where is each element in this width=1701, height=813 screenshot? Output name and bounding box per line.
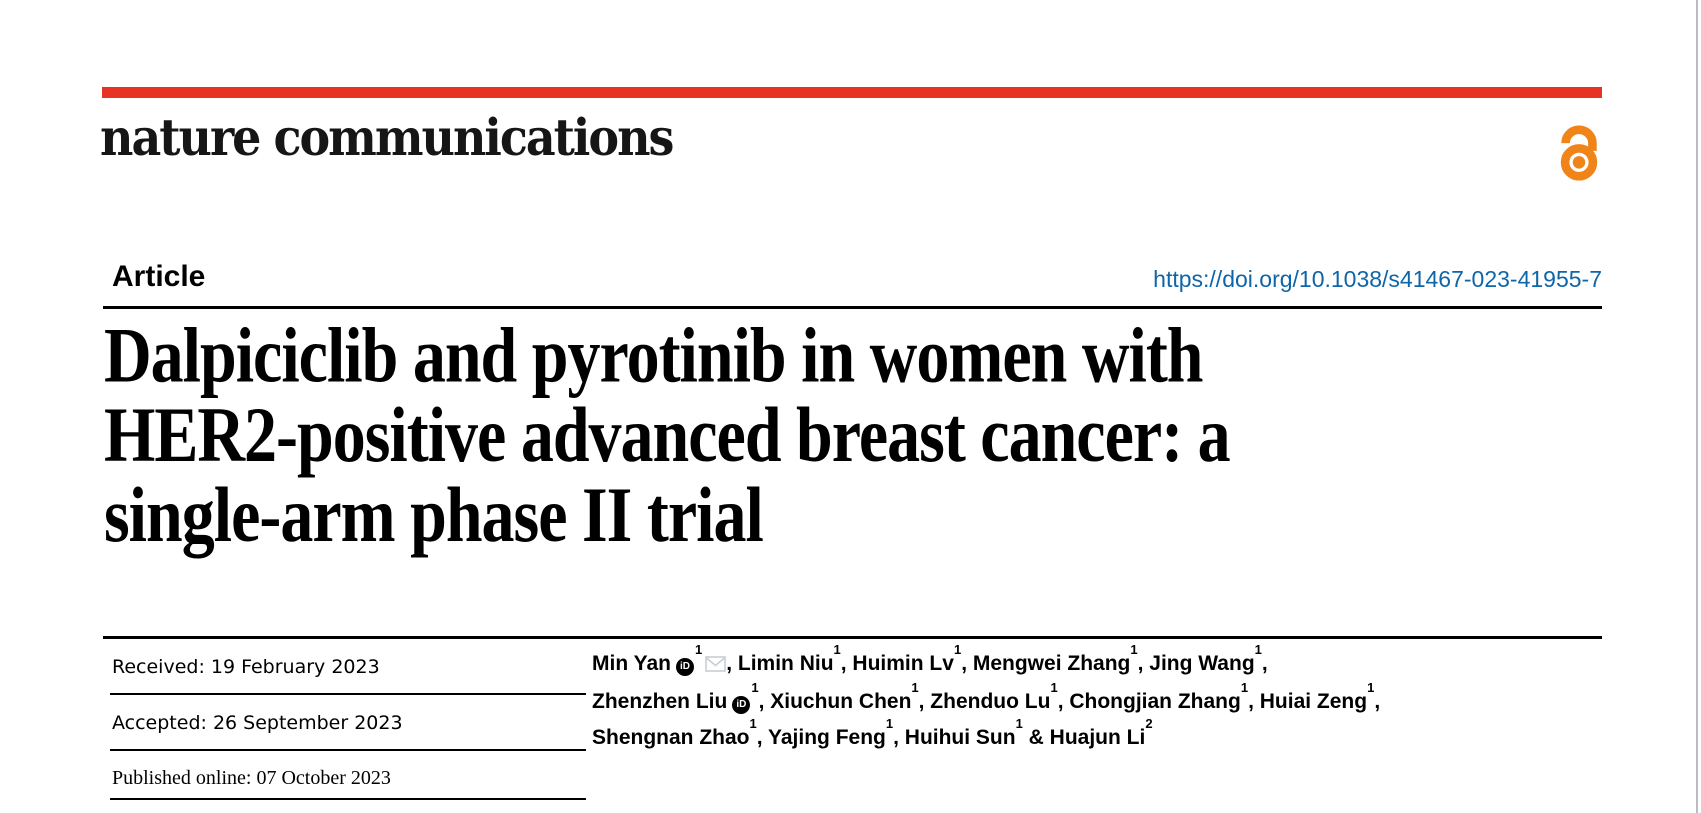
affiliation-superscript: 1 [953, 642, 962, 657]
divider-top [103, 306, 1602, 309]
accent-bar [102, 87, 1602, 98]
article-kind-label: Article [112, 260, 206, 293]
author-list: Min Yan iD1, Limin Niu1, Huimin Lv1, Meng… [592, 643, 1612, 756]
article-title-line: single-arm phase II trial [104, 471, 764, 559]
author-line: Zhenzhen Liu iD1, Xiuchun Chen1, Zhenduo … [592, 680, 1381, 714]
affiliation-superscript: 1 [1130, 642, 1138, 657]
date-accepted: Accepted: 26 September 2023 [112, 712, 403, 734]
email-icon[interactable] [705, 648, 727, 684]
open-access-icon [1556, 107, 1602, 192]
affiliation-superscript: 1 [751, 680, 759, 695]
affiliation-superscript: 1 [885, 716, 894, 731]
affiliation-superscript: 1 [1015, 716, 1023, 731]
article-title-line: HER2-positive advanced breast cancer: a [104, 392, 1231, 480]
orcid-icon[interactable]: iD [732, 696, 751, 714]
affiliation-superscript: 1 [1050, 680, 1058, 695]
page-edge-line [1696, 0, 1698, 813]
author-line: Min Yan iD1, Limin Niu1, Huimin Lv1, Meng… [592, 643, 1612, 684]
divider-main [103, 636, 1602, 639]
affiliation-superscript: 1 [1367, 680, 1375, 695]
divider-dates [110, 749, 586, 751]
affiliation-superscript: 1 [911, 680, 919, 695]
affiliation-superscript: 1 [1254, 642, 1262, 657]
journal-logo: nature communications [100, 107, 674, 168]
doi-link[interactable]: https://doi.org/10.1038/s41467-023-41955… [1153, 266, 1602, 292]
divider-dates [110, 798, 586, 800]
affiliation-superscript: 1 [833, 642, 841, 657]
affiliation-superscript: 2 [1145, 716, 1153, 731]
date-published: Published online: 07 October 2023 [112, 767, 391, 789]
orcid-icon[interactable]: iD [675, 658, 694, 676]
affiliation-superscript: 1 [1240, 680, 1249, 695]
date-received: Received: 19 February 2023 [112, 656, 380, 678]
article-title: Dalpiciclib and pyrotinib in women with … [104, 316, 1504, 555]
affiliation-superscript: 1 [749, 716, 757, 731]
divider-dates [110, 693, 586, 695]
affiliation-superscript: 1 [694, 642, 703, 657]
author-line: Shengnan Zhao1, Yajing Feng1, Huihui Sun… [592, 716, 1153, 749]
article-title-line: Dalpiciclib and pyrotinib in women with [104, 312, 1204, 400]
